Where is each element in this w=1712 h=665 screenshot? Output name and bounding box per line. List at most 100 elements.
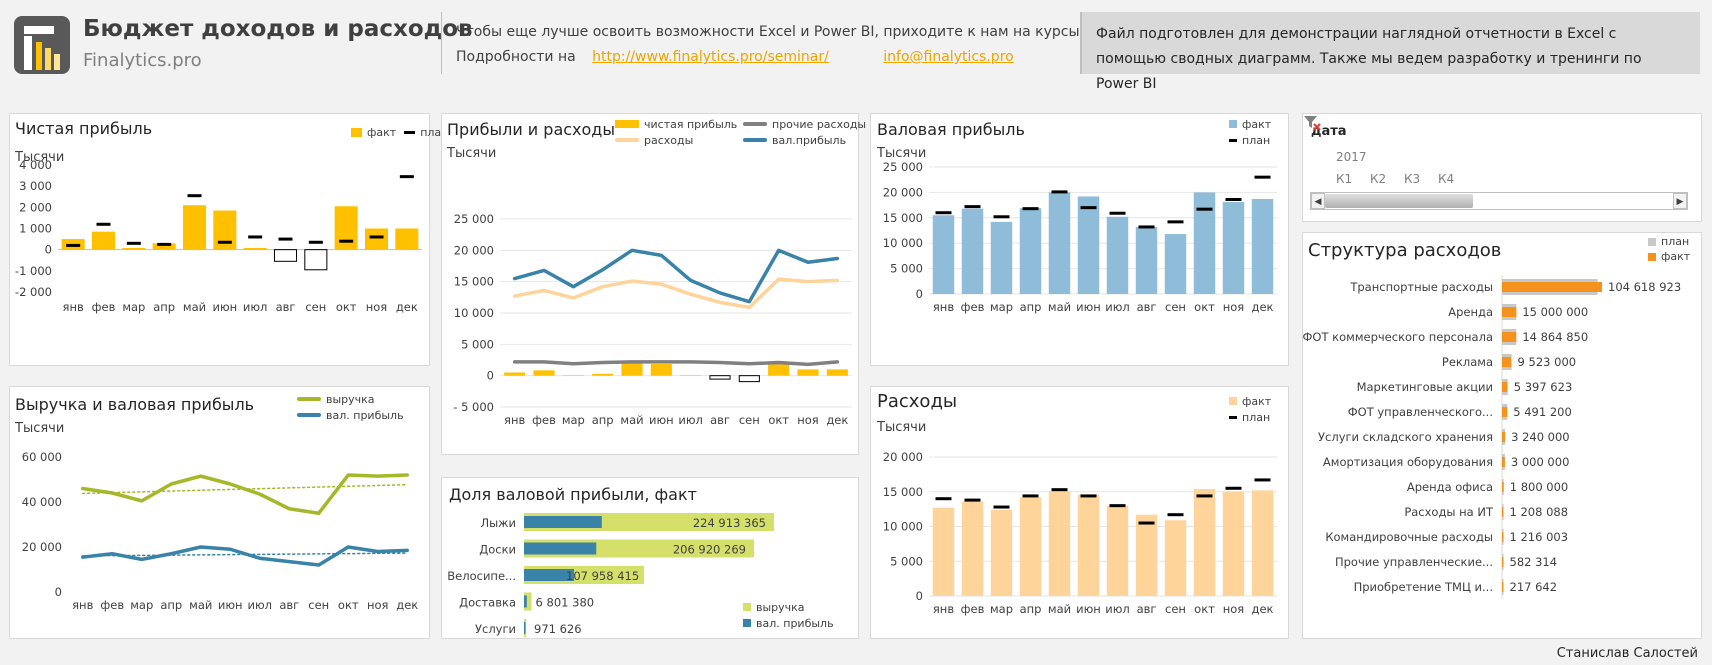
bar-fact (1135, 226, 1158, 294)
y-tick-label: -2 000 (15, 285, 52, 299)
bar-gross-profit (524, 569, 575, 581)
seminar-link[interactable]: http://www.finalytics.pro/seminar/ (592, 49, 829, 65)
logo-icon (14, 16, 70, 74)
y-tick-label: 0 (55, 585, 62, 599)
x-tick-label: май (189, 598, 212, 612)
legend-revenue: выручка (743, 599, 834, 615)
author-name: Станислав Салостей (1556, 646, 1698, 661)
y-tick-label: - 5 000 (453, 400, 494, 414)
bar-gross-profit (524, 542, 597, 555)
line-other-expenses (512, 360, 840, 367)
x-tick-label: июн (649, 413, 674, 427)
gross-profit-unit: Тысячи (877, 146, 927, 161)
x-tick-label: май (1048, 300, 1071, 314)
slicer-quarter-4[interactable]: К4 (1438, 172, 1455, 186)
bar-gross-profit (524, 516, 602, 528)
bar-fact (1106, 505, 1129, 596)
x-tick-label: июл (678, 413, 703, 427)
expenses-unit: Тысячи (877, 420, 927, 435)
data-label: 1 216 003 (1510, 530, 1569, 544)
x-tick-label: июл (1105, 300, 1130, 314)
bar-fact (1502, 382, 1508, 392)
legend-gross: вал. прибыль (297, 407, 404, 423)
bar-fact (932, 507, 955, 596)
data-label: 582 314 (1510, 555, 1558, 569)
scroll-left-icon[interactable]: ◀ (1311, 193, 1325, 209)
clear-filter-icon[interactable] (1303, 114, 1321, 132)
legend-gross: вал. прибыль (743, 615, 834, 631)
x-tick-label: мар (122, 300, 145, 314)
gross-share-legend: выручка вал. прибыль (743, 599, 834, 631)
category-label: Велосипе... (447, 569, 516, 583)
x-tick-label: июл (1105, 602, 1130, 616)
legend-other-expenses: прочие расходы (743, 116, 873, 132)
x-tick-label: фев (961, 300, 985, 314)
x-tick-label: апр (592, 413, 614, 427)
category-label: Услуги складского хранения (1318, 430, 1493, 444)
expense-structure-title: Структура расходов (1308, 240, 1502, 261)
slicer-quarter-3[interactable]: К3 (1404, 172, 1421, 186)
x-tick-label: дек (1252, 300, 1274, 314)
bar-fact (1164, 234, 1187, 294)
bar-fact (122, 247, 146, 250)
data-label: 3 240 000 (1511, 430, 1570, 444)
data-label: 5 397 623 (1514, 380, 1573, 394)
category-label: Лыжи (480, 516, 516, 530)
x-tick-label: май (183, 300, 206, 314)
gross-profit-panel: Валовая прибыль Тысячи факт план 25 000 2… (870, 113, 1289, 366)
x-tick-label: янв (933, 602, 954, 616)
x-tick-label: окт (338, 598, 359, 612)
x-tick-label: фев (961, 602, 985, 616)
x-tick-label: фев (92, 300, 116, 314)
bar-fact (1502, 507, 1504, 517)
bar-gross-profit (524, 622, 526, 634)
x-tick-label: мар (130, 598, 153, 612)
bar-fact (364, 228, 389, 250)
bar-fact (1251, 490, 1274, 596)
x-tick-label: авг (1137, 300, 1157, 314)
promo-details-prefix: Подробности на (456, 49, 576, 65)
y-tick-label: 0 (487, 369, 494, 383)
x-tick-label: авг (279, 598, 299, 612)
legend-gross-profit: вал.прибыль (743, 132, 873, 148)
line-revenue (81, 473, 409, 515)
y-tick-label: 5 000 (461, 337, 494, 351)
category-label: Маркетинговые акции (1357, 380, 1493, 394)
data-label: 1 208 088 (1510, 505, 1569, 519)
net-profit-panel: Чистая прибыль Тысячи факт план 4 000 3 0… (9, 113, 448, 366)
x-tick-label: сен (739, 413, 760, 427)
bar-fact (1502, 482, 1504, 492)
y-tick-label: -1 000 (15, 264, 52, 278)
scroll-right-icon[interactable]: ▶ (1673, 193, 1687, 209)
slicer-title: дата (1311, 124, 1347, 139)
gross-share-chart: Лыжи 224 913 365 Доски 206 920 269 Велосипе.… (447, 513, 774, 637)
line-gross-profit (512, 248, 840, 304)
y-tick-label: 25 000 (454, 212, 494, 226)
x-tick-label: сен (1165, 602, 1186, 616)
expenses-panel: Расходы Тысячи факт план 20 000 15 000 10 … (870, 386, 1289, 639)
x-tick-label: янв (504, 413, 525, 427)
category-label: Амортизация оборудования (1323, 455, 1493, 469)
bar-net-profit (504, 372, 526, 376)
date-slicer: дата 2017 К1 К2 К3 К4 ◀ ▶ (1302, 113, 1702, 222)
y-tick-label: 10 000 (883, 520, 923, 534)
bar-fact (1164, 520, 1187, 596)
y-tick-label: 1 000 (19, 222, 52, 236)
y-tick-label: 0 (916, 287, 923, 301)
y-tick-label: 3 000 (19, 179, 52, 193)
bar-fact (1502, 557, 1504, 567)
y-tick-label: 60 000 (22, 450, 62, 464)
email-link[interactable]: info@finalytics.pro (883, 49, 1014, 65)
gross-share-panel: Доля валовой прибыли, факт выручка вал. … (441, 477, 859, 639)
data-label: 9 523 000 (1518, 355, 1577, 369)
slicer-quarter-1[interactable]: К1 (1336, 172, 1353, 186)
x-tick-label: авг (1137, 602, 1157, 616)
slicer-quarter-2[interactable]: К2 (1370, 172, 1387, 186)
x-tick-label: окт (768, 413, 789, 427)
category-label: Прочие управленческие... (1335, 555, 1493, 569)
x-tick-label: фев (532, 413, 556, 427)
bar-fact (1222, 202, 1245, 294)
promo-text: Чтобы еще лучше освоить возможности Exce… (456, 24, 1084, 40)
slicer-timeline-handle[interactable] (1325, 194, 1473, 208)
